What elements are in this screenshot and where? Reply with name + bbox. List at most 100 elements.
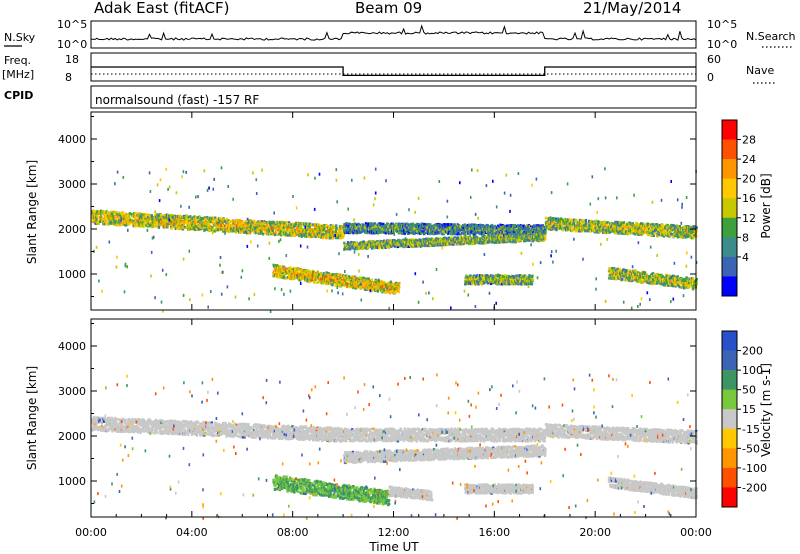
scatter-cell	[150, 214, 153, 217]
scatter-cell	[172, 219, 176, 223]
scatter-cell	[422, 230, 425, 233]
scatter-cell	[291, 234, 294, 237]
scatter-cell	[258, 220, 261, 224]
scatter-cell	[343, 247, 346, 251]
scatter-cell	[416, 239, 419, 242]
scatter-cell	[124, 224, 127, 227]
scatter-cell	[439, 226, 442, 229]
scatter-cell	[314, 230, 318, 234]
scatter-cell	[280, 230, 283, 233]
scatter-cell	[606, 231, 610, 234]
scatter-cell	[305, 229, 308, 232]
scatter-cell	[431, 228, 434, 232]
scatter-cell	[512, 230, 516, 233]
scatter-cell	[234, 224, 237, 227]
scatter-cell	[120, 215, 123, 219]
scatter-cell	[479, 237, 482, 240]
scatter-cell	[95, 218, 98, 222]
scatter-cell	[233, 229, 236, 233]
scatter-cell	[535, 231, 538, 235]
scatter-cell	[338, 236, 341, 240]
scatter-cell	[399, 240, 402, 243]
scatter-cell	[406, 223, 409, 227]
scatter-cell	[292, 229, 295, 232]
scatter-cell	[523, 233, 526, 236]
scatter-cell	[138, 212, 141, 215]
scatter-cell	[525, 229, 528, 232]
scatter-cell	[285, 229, 289, 233]
scatter-cell	[520, 230, 523, 234]
scatter-cell	[612, 222, 615, 225]
scatter-cell	[260, 220, 263, 223]
scatter-cell	[594, 219, 597, 223]
scatter-cell	[132, 224, 135, 228]
scatter-cell	[559, 221, 562, 224]
scatter-cell	[320, 225, 323, 228]
scatter-cell	[605, 225, 608, 229]
scatter-cell	[564, 228, 568, 232]
scatter-cell	[616, 223, 619, 226]
scatter-cell	[545, 216, 548, 220]
scatter-cell	[186, 222, 190, 226]
scatter-cell	[467, 223, 470, 227]
scatter-cell	[603, 229, 606, 232]
scatter-cell	[446, 226, 449, 230]
scatter-cell	[535, 228, 538, 232]
scatter-cell	[582, 226, 585, 229]
scatter-cell	[495, 241, 498, 244]
scatter-cell	[215, 219, 218, 223]
scatter-cell	[158, 223, 161, 226]
scatter-cell	[175, 218, 178, 222]
scatter-cell	[340, 236, 343, 240]
scatter-cell	[202, 226, 206, 229]
scatter-cell	[403, 226, 406, 230]
noise-tick-left-top: 10^5	[57, 18, 87, 31]
scatter-cell	[259, 228, 263, 232]
scatter-cell	[515, 235, 518, 239]
scatter-cell	[470, 226, 473, 230]
scatter-cell	[268, 228, 271, 232]
scatter-cell	[501, 233, 504, 236]
scatter-cell	[178, 214, 181, 218]
scatter-cell	[423, 222, 426, 226]
scatter-cell	[402, 242, 405, 246]
scatter-cell	[531, 229, 534, 233]
scatter-cell	[293, 231, 296, 235]
scatter-cell	[506, 224, 509, 228]
scatter-cell	[130, 212, 133, 216]
scatter-cell	[554, 217, 558, 221]
scatter-cell	[470, 240, 473, 244]
scatter-cell	[110, 211, 113, 215]
scatter-cell	[588, 229, 592, 233]
scatter-cell	[525, 235, 528, 238]
scatter-cell	[575, 228, 578, 231]
scatter-cell	[441, 230, 445, 233]
scatter-cell	[304, 230, 307, 234]
scatter-cell	[283, 221, 286, 225]
scatter-cell	[434, 226, 437, 229]
scatter-cell	[591, 220, 594, 224]
scatter-cell	[339, 230, 342, 234]
scatter-cell	[482, 242, 485, 245]
scatter-cell	[235, 225, 239, 229]
scatter-cell	[324, 234, 327, 238]
scatter-cell	[275, 229, 279, 233]
scatter-cell	[356, 223, 359, 227]
scatter-cell	[512, 232, 515, 235]
scatter-cell	[466, 241, 469, 245]
scatter-cell	[393, 224, 396, 227]
scatter-cell	[343, 230, 346, 233]
scatter-cell	[221, 223, 224, 226]
scatter-cell	[575, 219, 579, 223]
scatter-cell	[515, 228, 519, 232]
scatter-cell	[171, 215, 174, 218]
scatter-cell	[491, 226, 495, 229]
scatter-cell	[334, 230, 337, 234]
scatter-cell	[548, 223, 551, 227]
scatter-cell	[601, 231, 605, 234]
scatter-cell	[430, 244, 433, 247]
scatter-cell	[164, 222, 167, 225]
scatter-cell	[391, 222, 395, 226]
scatter-cell	[218, 218, 221, 222]
scatter-cell	[519, 238, 522, 242]
